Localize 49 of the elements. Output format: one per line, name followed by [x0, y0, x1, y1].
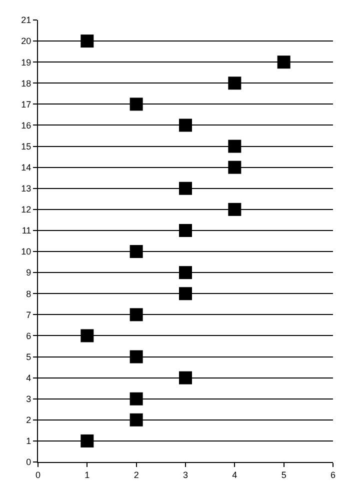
point [130, 413, 143, 426]
point [130, 392, 143, 406]
x-tick-label: 1 [84, 470, 90, 480]
y-tick-label: 7 [26, 310, 32, 320]
point [130, 245, 143, 258]
y-tick-label: 0 [26, 457, 32, 468]
point [277, 56, 290, 69]
y-tick-label: 5 [26, 352, 32, 362]
y-tick-label: 11 [22, 226, 32, 236]
point [80, 434, 94, 448]
y-tick-label: 8 [26, 288, 32, 299]
y-tick-label: 6 [26, 330, 32, 341]
point [179, 118, 192, 132]
point [179, 266, 192, 280]
y-tick-label: 12 [21, 204, 32, 215]
point [130, 98, 143, 111]
y-tick-label: 18 [21, 78, 32, 88]
x-tick-label: 2 [134, 470, 139, 480]
point [179, 287, 192, 300]
x-tick-label: 5 [281, 470, 286, 480]
y-tick-label: 4 [26, 372, 32, 383]
point [80, 34, 94, 48]
point [179, 371, 192, 384]
y-tick-label: 20 [21, 36, 32, 46]
point [228, 76, 242, 90]
x-tick-label: 3 [182, 470, 188, 480]
y-tick-label: 1 [26, 436, 32, 446]
point [179, 182, 192, 195]
x-tick-label: 6 [330, 470, 336, 480]
y-tick-label: 21 [21, 15, 32, 26]
y-tick-label: 15 [21, 141, 32, 152]
point [179, 224, 192, 237]
y-tick-label: 10 [21, 246, 32, 257]
point [80, 329, 94, 342]
y-tick-label: 17 [21, 99, 32, 110]
y-tick-label: 19 [21, 57, 32, 68]
y-tick-label: 3 [26, 394, 32, 404]
point [228, 160, 242, 174]
y-tick-label: 14 [21, 162, 32, 172]
y-tick-label: 16 [21, 120, 32, 130]
x-tick-label: 4 [232, 470, 238, 480]
point [130, 308, 143, 322]
point [130, 350, 143, 364]
y-tick-label: 9 [26, 268, 32, 278]
point [228, 140, 242, 153]
x-tick-label: 0 [35, 470, 41, 480]
y-tick-label: 13 [21, 184, 32, 194]
point [228, 202, 242, 216]
y-tick-label: 2 [26, 415, 32, 426]
